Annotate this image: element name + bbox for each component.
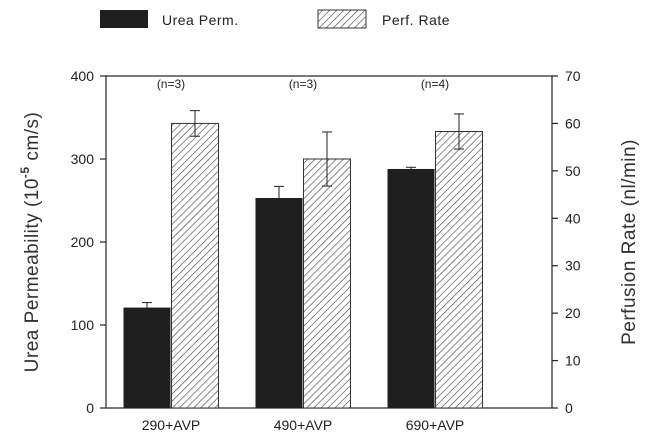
right-tick-label: 10 bbox=[565, 353, 581, 369]
error-bars bbox=[142, 110, 464, 308]
n-annotation: (n=3) bbox=[157, 77, 185, 91]
category-labels: 290+AVP 490+AVP 690+AVP bbox=[142, 417, 465, 433]
left-axis: 0 100 200 300 400 bbox=[71, 68, 106, 416]
category-label: 490+AVP bbox=[274, 417, 333, 433]
left-tick-label: 400 bbox=[71, 68, 95, 84]
bars bbox=[123, 122, 483, 409]
left-tick-label: 200 bbox=[71, 234, 95, 250]
bar-urea-perm bbox=[387, 168, 435, 408]
right-tick-label: 70 bbox=[565, 68, 581, 84]
right-tick-label: 40 bbox=[565, 210, 581, 226]
right-tick-label: 30 bbox=[565, 258, 581, 274]
bar-urea-perm bbox=[123, 307, 171, 408]
right-tick-label: 60 bbox=[565, 115, 581, 131]
right-axis-title: Perfusion Rate (nl/min) bbox=[619, 139, 640, 345]
right-tick-label: 50 bbox=[565, 163, 581, 179]
category-label: 290+AVP bbox=[142, 417, 201, 433]
right-axis: 0 10 20 30 40 50 60 70 bbox=[552, 68, 581, 416]
legend-label-urea-perm: Urea Perm. bbox=[162, 12, 239, 28]
right-tick-label: 0 bbox=[565, 400, 573, 416]
bar-urea-perm bbox=[255, 198, 303, 408]
n-annotations: (n=3) (n=3) (n=4) bbox=[157, 77, 449, 91]
legend: Urea Perm. Perf. Rate bbox=[100, 9, 450, 29]
left-axis-title: Urea Permeability (10-5 cm/s) bbox=[18, 112, 43, 373]
bar-perf-rate bbox=[303, 158, 351, 409]
right-tick-label: 20 bbox=[565, 305, 581, 321]
n-annotation: (n=3) bbox=[289, 77, 317, 91]
legend-swatch-perf-rate bbox=[317, 9, 367, 29]
left-tick-label: 0 bbox=[86, 400, 94, 416]
bar-perf-rate bbox=[435, 130, 483, 409]
legend-label-perf-rate: Perf. Rate bbox=[382, 12, 450, 28]
bar-perf-rate bbox=[171, 122, 219, 409]
legend-swatch-urea-perm bbox=[100, 10, 148, 28]
left-tick-label: 100 bbox=[71, 317, 95, 333]
n-annotation: (n=4) bbox=[421, 77, 449, 91]
left-tick-label: 300 bbox=[71, 151, 95, 167]
category-label: 690+AVP bbox=[406, 417, 465, 433]
